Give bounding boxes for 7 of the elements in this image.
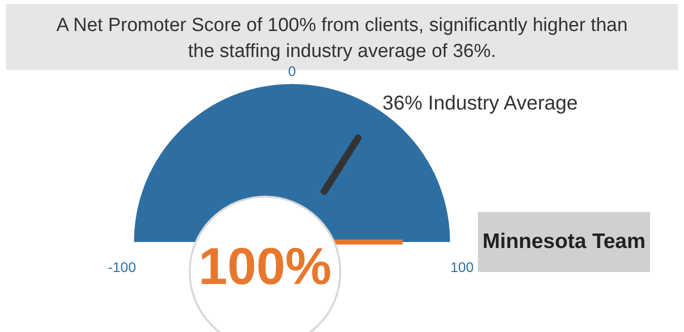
text: 100 <box>450 259 474 275</box>
data-label: 100% <box>198 238 332 296</box>
text: A Net Promoter Score of 100% from clients, significantly higher than the staffing industry average of 36%. <box>56 15 628 62</box>
text: 0 <box>288 63 296 79</box>
text: -100 <box>108 259 136 275</box>
data-label: 36% Industry Average <box>382 92 578 114</box>
text: Minnesota Team <box>482 230 646 253</box>
